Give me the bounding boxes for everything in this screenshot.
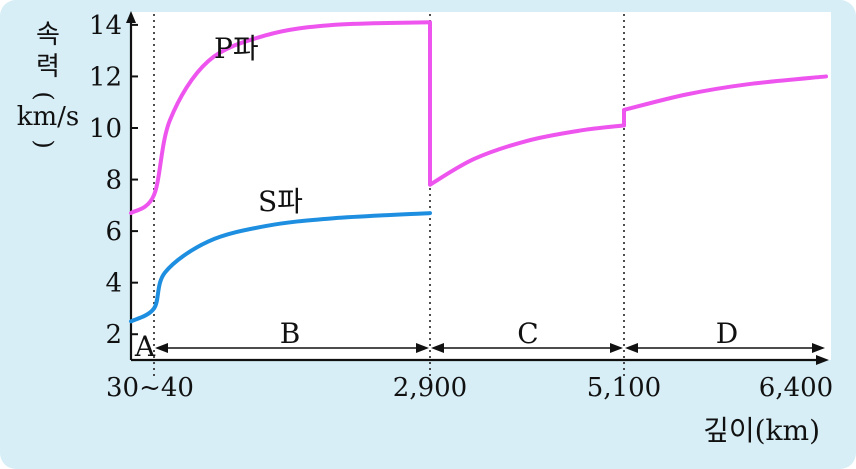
y-axis-label-char: 력: [36, 52, 60, 82]
y-tick-label: 12: [89, 62, 122, 92]
layer-label-d: D: [716, 317, 738, 350]
x-tick-label: 5,100: [587, 373, 661, 403]
layer-label-a: A: [134, 330, 156, 363]
y-tick-label: 10: [89, 114, 122, 144]
layer-span-arrows: [155, 343, 825, 353]
plot-area: [131, 12, 831, 360]
series-label-p: P파: [214, 32, 259, 65]
span-arrow-head: [155, 343, 168, 353]
y-ticks: 2 4 6 8 10 12 14: [89, 11, 138, 350]
x-tick-label: 6,400: [759, 373, 833, 403]
y-tick-label: 2: [105, 320, 122, 350]
y-tick-label: 14: [89, 11, 122, 41]
span-arrow-head: [625, 343, 638, 353]
series-layer: [129, 20, 828, 324]
axes: [126, 11, 829, 365]
y-tick-label: 6: [105, 217, 122, 247]
x-tick-label: 30~40: [106, 373, 194, 403]
y-tick-label: 8: [105, 166, 122, 196]
series-line-s: [129, 211, 432, 324]
layer-label-c: C: [517, 317, 538, 350]
x-tick-labels: 30~40 2,900 5,100 6,400: [106, 373, 833, 403]
x-axis-arrow: [816, 355, 829, 365]
layer-labels: A B C D: [134, 317, 738, 363]
series-label-s: S파: [258, 185, 303, 218]
layer-label-b: B: [280, 317, 301, 350]
y-axis-unit-paren-open: (: [30, 91, 58, 100]
y-tick-label: 4: [105, 269, 122, 299]
y-axis-arrow: [126, 11, 136, 23]
y-axis-label-char: 속: [36, 20, 60, 50]
series-line-p: [428, 123, 626, 187]
span-arrow-head: [610, 343, 623, 353]
y-axis-unit-paren-close: ): [30, 139, 58, 148]
layer-boundaries: [153, 14, 625, 380]
series-line-p: [622, 74, 828, 112]
span-arrow-head: [812, 343, 825, 353]
series-line-p: [129, 20, 432, 216]
y-axis-label: 속 력 ( km/s ): [17, 20, 80, 149]
x-axis-label: 깊이(km): [703, 414, 820, 447]
y-axis-unit: km/s: [17, 102, 80, 132]
span-arrow-head: [431, 343, 444, 353]
span-arrow-head: [416, 343, 429, 353]
x-tick-label: 2,900: [393, 373, 467, 403]
